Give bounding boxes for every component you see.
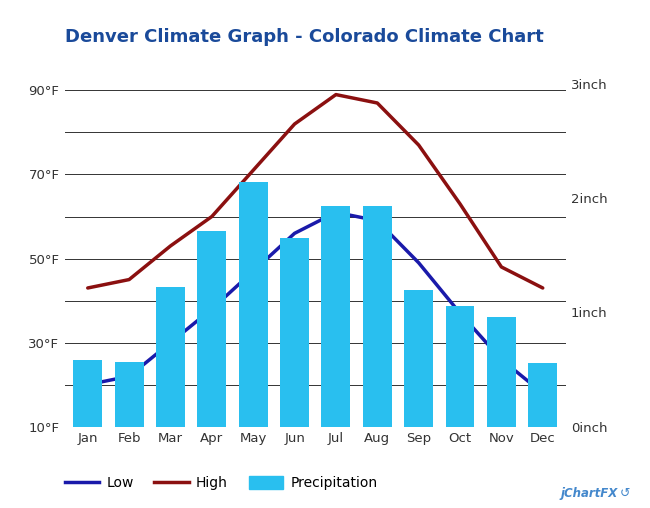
Bar xyxy=(487,317,516,427)
Bar xyxy=(445,305,474,427)
Bar xyxy=(528,363,557,427)
Bar xyxy=(114,362,144,427)
Bar xyxy=(239,182,268,427)
Bar xyxy=(363,206,392,427)
Text: ↺: ↺ xyxy=(620,487,630,500)
Bar xyxy=(198,231,226,427)
Text: Denver Climate Graph - Colorado Climate Chart: Denver Climate Graph - Colorado Climate … xyxy=(65,27,544,46)
Bar xyxy=(322,206,350,427)
Text: jChartFX: jChartFX xyxy=(560,487,617,500)
Bar xyxy=(280,238,309,427)
Bar xyxy=(404,290,433,427)
Bar xyxy=(73,361,102,427)
Legend: Low, High, Precipitation: Low, High, Precipitation xyxy=(59,471,383,496)
Bar xyxy=(156,288,185,427)
